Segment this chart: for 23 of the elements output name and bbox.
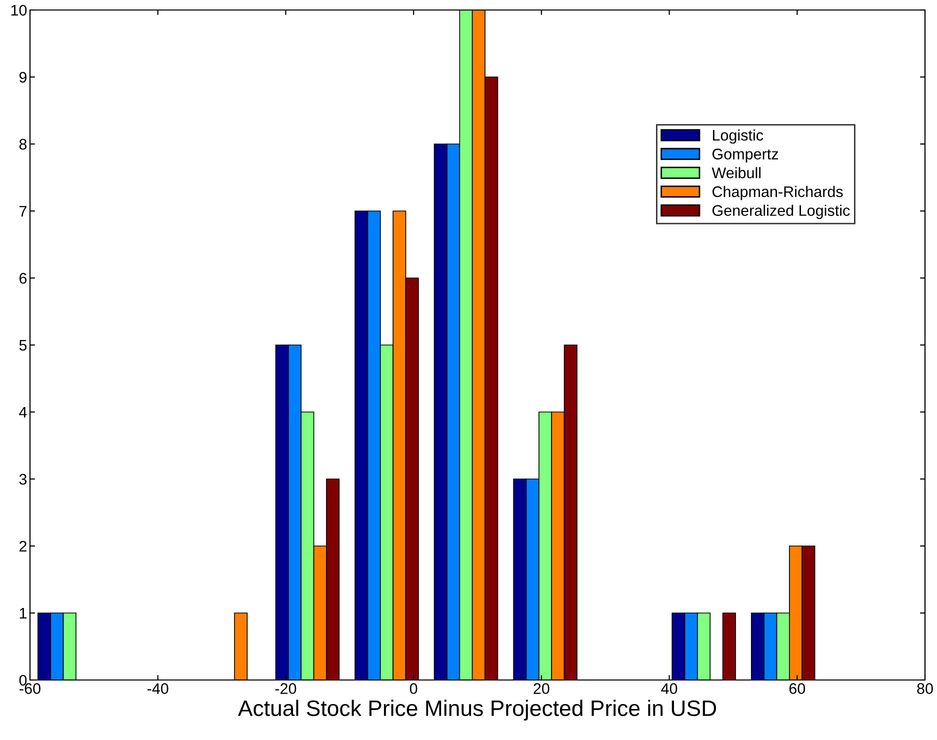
legend-label: Weibull	[712, 167, 761, 178]
y-tick-label: 2	[19, 540, 26, 552]
y-tick-label: 3	[19, 474, 27, 485]
x-tick-label: -40	[147, 683, 168, 694]
y-tick-label: 10	[11, 4, 27, 16]
y-tick-label: 9	[19, 72, 26, 83]
x-tick-label: 0	[410, 683, 418, 694]
y-tick-label: 1	[20, 608, 26, 619]
x-tick-label: 80	[917, 683, 933, 694]
y-tick-label: 5	[19, 340, 27, 351]
x-tick-label: 60	[789, 683, 806, 694]
y-tick-label: 7	[20, 206, 26, 217]
legend-label: Generalized Logistic	[712, 204, 850, 219]
y-tick-label: 8	[19, 138, 27, 150]
x-tick-label: 20	[534, 683, 550, 694]
y-tick-label: 4	[19, 407, 27, 418]
x-axis-title: Actual Stock Price Minus Projected Price in USD	[238, 700, 716, 721]
y-tick-label: 6	[20, 272, 27, 284]
legend-label: Logistic	[712, 129, 764, 144]
legend-label: Chapman-Richards	[712, 186, 843, 200]
legend-label: Gompertz	[712, 148, 778, 162]
x-tick-label: -20	[275, 683, 296, 694]
x-tick-label: 40	[661, 683, 678, 694]
